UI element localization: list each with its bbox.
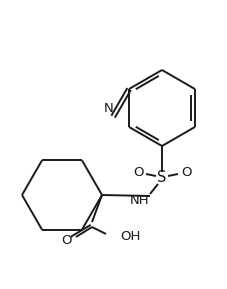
Text: NH: NH — [130, 194, 150, 207]
Text: N: N — [104, 102, 114, 115]
Text: S: S — [157, 171, 167, 186]
Text: O: O — [133, 166, 143, 179]
Text: O: O — [181, 166, 191, 179]
Text: O: O — [62, 234, 72, 247]
Text: OH: OH — [120, 231, 140, 244]
